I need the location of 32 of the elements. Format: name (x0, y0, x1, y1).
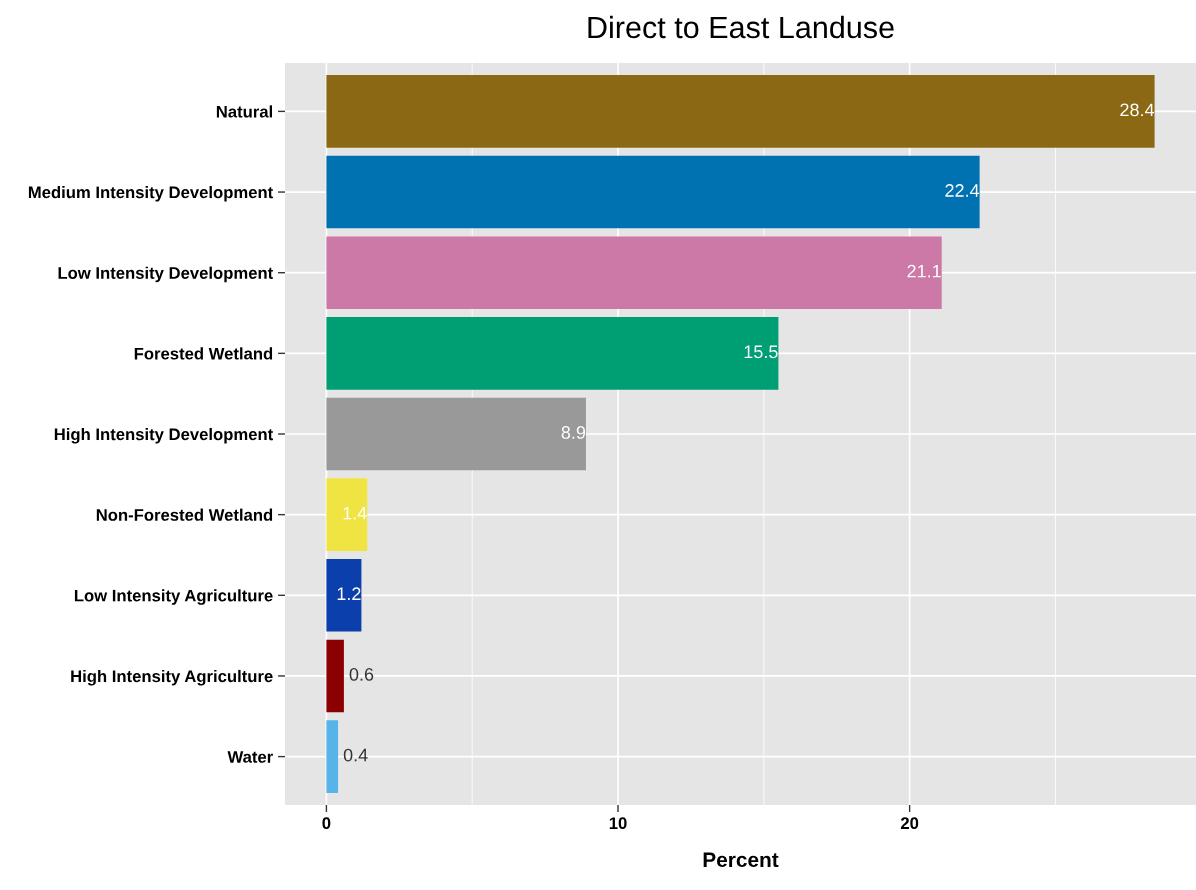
bar (326, 75, 1155, 148)
y-tick-label: High Intensity Agriculture (71, 669, 273, 686)
y-tick-label: Non-Forested Wetland (96, 508, 273, 521)
data-label: 15.5 (744, 345, 778, 359)
data-label: 8.9 (561, 426, 586, 439)
bar (326, 639, 344, 713)
bar (326, 720, 339, 793)
bar (326, 397, 586, 471)
bar (326, 317, 779, 390)
data-label: 28.4 (1120, 103, 1155, 117)
bar (326, 155, 980, 229)
y-tick-label: Low Intensity Development (58, 266, 274, 283)
data-label: 21.1 (907, 264, 941, 278)
y-tick-label: Medium Intensity Development (28, 186, 274, 202)
y-tick-label: High Intensity Development (54, 427, 274, 444)
data-label: 22.4 (945, 184, 980, 197)
bar (326, 478, 368, 551)
y-tick-label: Water (227, 751, 273, 763)
y-tick-label: Low Intensity Agriculture (74, 589, 273, 605)
x-tick-label: 10 (609, 817, 627, 830)
data-label: 0.4 (343, 748, 368, 762)
x-axis-title: Percent (703, 852, 779, 868)
bar (326, 559, 362, 632)
y-tick-label: Natural (216, 105, 273, 118)
data-label: 0.6 (349, 668, 374, 681)
chart-title: Direct to East Landuse (588, 15, 894, 39)
x-tick-label: 20 (900, 817, 919, 830)
x-tick-label: 0 (322, 817, 331, 830)
data-label: 1.2 (337, 587, 361, 600)
bar (326, 236, 942, 309)
y-tick-label: Forested Wetland (134, 347, 273, 360)
data-label: 1.4 (343, 506, 367, 520)
